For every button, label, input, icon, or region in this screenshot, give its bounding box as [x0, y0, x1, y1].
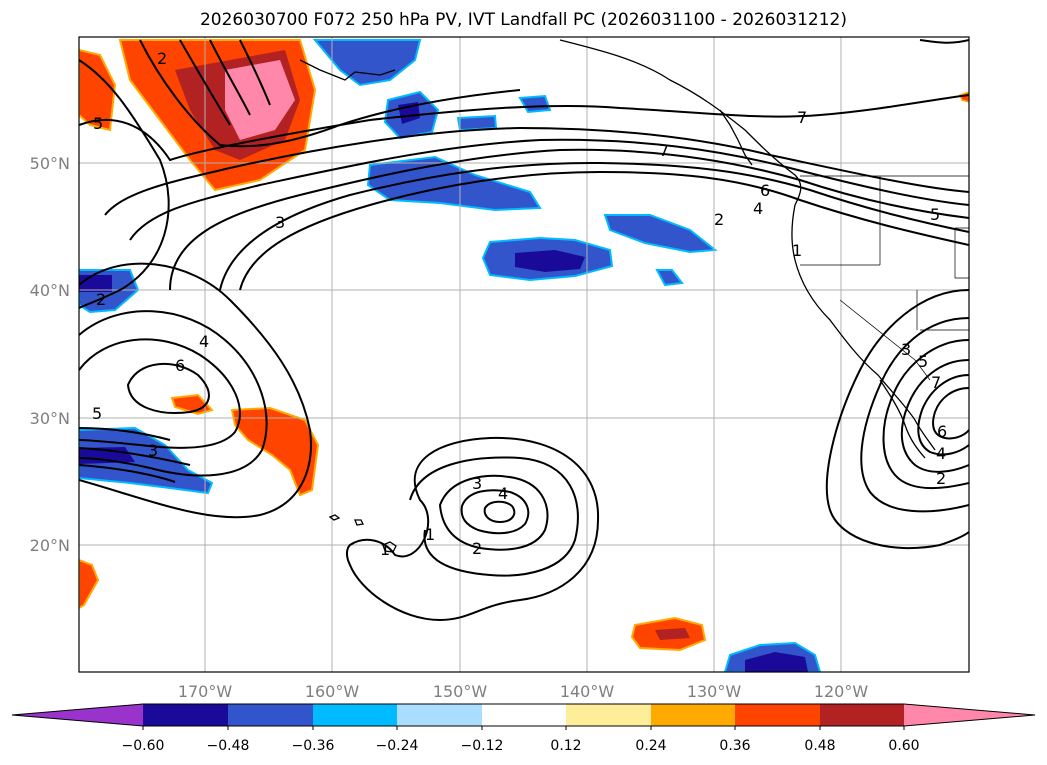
contour-label: 3	[472, 474, 482, 493]
colorbar-tick-label: 0.24	[635, 738, 666, 754]
colorbar-segment	[313, 704, 397, 726]
contour-label: 2	[157, 49, 167, 68]
pv-positive-anomaly-west-edge	[79, 48, 117, 132]
colorbar-tick-label: 0.48	[804, 738, 835, 754]
colorbar-segment	[566, 704, 651, 726]
contour-label: 2	[936, 469, 946, 488]
contour-label: 3	[275, 213, 285, 232]
contour-label: 6	[937, 422, 947, 441]
contour-label: 4	[753, 199, 763, 218]
contour-label: 6	[175, 356, 185, 375]
pv-negative-anomaly-band-east	[603, 214, 718, 254]
coastlines	[299, 39, 936, 553]
colorbar-extend-max	[904, 704, 1035, 726]
contour-label: 7	[931, 373, 941, 392]
contour-label: 5	[92, 404, 102, 423]
colorbar-segment	[143, 704, 228, 726]
gridlines	[79, 37, 969, 672]
pv-negative-anomaly-small-2	[456, 114, 498, 132]
colorbar-tick-label: −0.48	[207, 738, 250, 754]
pv-positive-anomaly-west-15n	[79, 558, 100, 610]
colorbar-tick-label: 0.60	[888, 738, 919, 754]
contour-label: 2	[472, 539, 482, 558]
contour-label: 7	[797, 108, 807, 127]
pv-positive-anomaly-northwest	[118, 39, 317, 192]
map-title: 2026030700 F072 250 hPa PV, IVT Landfall…	[199, 10, 847, 30]
colorbar-segment	[651, 704, 735, 726]
pv-negative-anomaly-small-3	[655, 269, 684, 287]
contour-label: 2	[714, 210, 724, 229]
colorbar-tick-label: −0.60	[122, 738, 165, 754]
contour-label: 1	[792, 241, 802, 260]
pv-negative-anomaly-alaska	[312, 39, 422, 87]
contour-label: 7	[659, 141, 669, 160]
lon-label: 150°W	[433, 682, 488, 701]
pv-negative-anomaly-central	[481, 236, 614, 282]
pv-negative-anomaly-west-40n	[79, 269, 140, 314]
lat-label: 30°N	[30, 409, 70, 428]
longitude-labels: 170°W 160°W 150°W 140°W 130°W 120°W	[178, 682, 869, 701]
contour-label: 5	[93, 114, 103, 133]
contour-label: 2	[96, 290, 106, 309]
colorbar-tick-label: 0.36	[719, 738, 750, 754]
lon-label: 120°W	[814, 682, 869, 701]
contour-label: 5	[930, 205, 940, 224]
contour-label: 4	[936, 444, 946, 463]
contour-label: 3	[148, 441, 158, 460]
colorbar-segment	[397, 704, 482, 726]
lat-label: 40°N	[30, 281, 70, 300]
contour-label: 6	[760, 181, 770, 200]
contour-label: 4	[498, 484, 508, 503]
pv-positive-anomaly-south	[630, 616, 707, 652]
contour-label: 1	[380, 540, 390, 559]
colorbar-extend-min	[12, 704, 143, 726]
colorbar-tick-label: 0.12	[550, 738, 581, 754]
lon-label: 140°W	[560, 682, 615, 701]
lon-label: 170°W	[178, 682, 233, 701]
colorbar-segment	[228, 704, 313, 726]
contour-labels: 2 5 7 7 6 4 2 1 3 5 2 4 6 5 3 3 4 3 1 2 …	[92, 49, 947, 559]
colorbar: −0.60 −0.48 −0.36 −0.24 −0.12 0.12 0.24 0.36 0.4…	[11, 703, 1036, 754]
contour-label: 1	[425, 525, 435, 544]
contour-label: 5	[918, 352, 928, 371]
colorbar-segment	[735, 704, 820, 726]
latitude-labels: 50°N 40°N 30°N 20°N	[30, 154, 70, 555]
map-frame	[78, 36, 970, 673]
contour-label: 3	[901, 340, 911, 359]
ivt-contours	[79, 39, 969, 622]
colorbar-tick-label: −0.24	[376, 738, 419, 754]
pv-negative-anomaly-south	[723, 641, 822, 672]
map-area: 2 5 7 7 6 4 2 1 3 5 2 4 6 5 3 3 4 3 1 2 …	[79, 37, 969, 672]
political-borders	[800, 175, 969, 381]
lon-label: 130°W	[687, 682, 742, 701]
lat-label: 20°N	[30, 536, 70, 555]
pv-positive-anomaly-south-west	[230, 406, 320, 497]
colorbar-segment	[820, 704, 904, 726]
colorbar-tick-label: −0.36	[292, 738, 335, 754]
lat-label: 50°N	[30, 154, 70, 173]
contour-label: 4	[199, 332, 209, 351]
lon-label: 160°W	[305, 682, 360, 701]
colorbar-segment	[482, 704, 566, 726]
colorbar-tick-label: −0.12	[461, 738, 504, 754]
